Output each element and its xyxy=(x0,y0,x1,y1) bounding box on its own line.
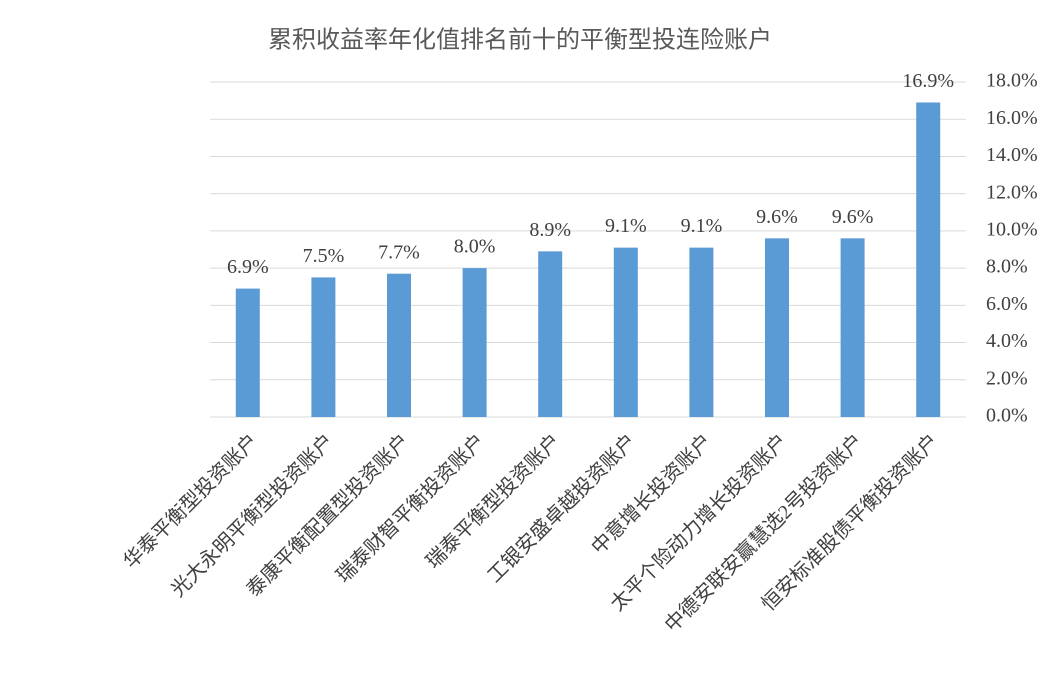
bar xyxy=(235,288,260,417)
bar xyxy=(311,277,336,417)
y-tick-label: 16.0% xyxy=(986,107,1038,129)
x-tick-label: 瑞泰平衡型投资账户 xyxy=(421,430,565,574)
bar xyxy=(689,247,714,417)
bar xyxy=(613,247,638,417)
y-tick-label: 2.0% xyxy=(986,367,1028,389)
bar xyxy=(840,238,865,417)
data-label: 9.1% xyxy=(605,215,647,237)
data-label: 7.5% xyxy=(303,245,345,267)
data-label: 8.0% xyxy=(454,236,496,258)
bar xyxy=(538,251,563,417)
data-label: 9.6% xyxy=(832,206,874,228)
chart-title: 累积收益率年化值排名前十的平衡型投连险账户 xyxy=(268,27,772,54)
data-label: 9.6% xyxy=(756,206,798,228)
y-tick-label: 4.0% xyxy=(986,330,1028,352)
x-tick-label: 工银安盛卓越投资账户 xyxy=(483,430,641,588)
data-label: 16.9% xyxy=(902,70,954,92)
data-label: 6.9% xyxy=(227,256,269,278)
bar xyxy=(462,268,487,417)
x-tick-label: 瑞泰财智平衡投资账户 xyxy=(332,430,490,588)
bar xyxy=(916,102,941,417)
bar xyxy=(765,238,789,417)
y-tick-label: 6.0% xyxy=(986,293,1028,315)
data-label: 9.1% xyxy=(681,215,723,237)
data-label: 7.7% xyxy=(378,241,420,263)
y-tick-label: 18.0% xyxy=(986,70,1038,92)
y-tick-label: 8.0% xyxy=(986,256,1028,278)
y-tick-label: 0.0% xyxy=(986,405,1028,427)
bar xyxy=(387,273,411,417)
data-label: 8.9% xyxy=(529,219,571,241)
y-tick-label: 12.0% xyxy=(986,181,1038,203)
x-tick-label: 华泰平衡型投资账户 xyxy=(119,430,263,574)
y-tick-label: 10.0% xyxy=(986,218,1038,240)
y-tick-label: 14.0% xyxy=(986,144,1038,166)
